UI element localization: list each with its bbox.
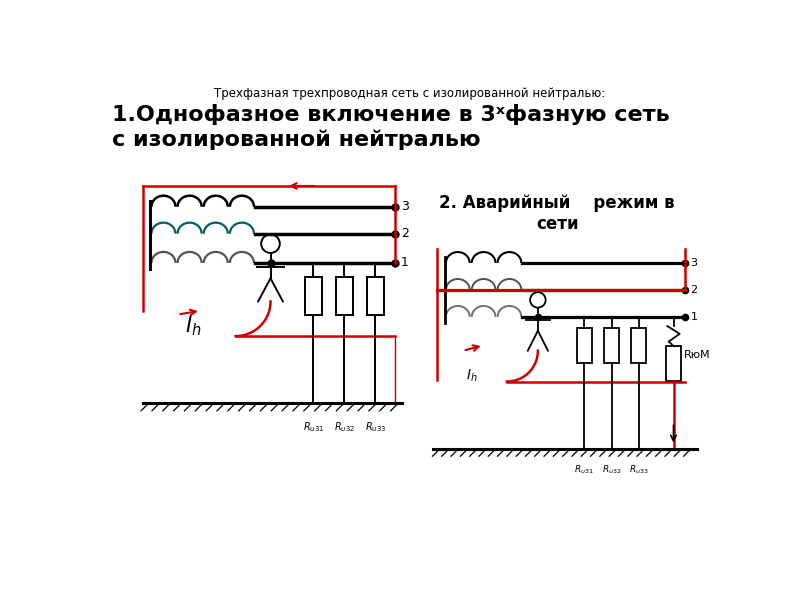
Text: $R_{u32}$: $R_{u32}$ (334, 420, 354, 434)
Text: $R_{u33}$: $R_{u33}$ (365, 420, 386, 434)
Text: 2. Аварийный    режим в: 2. Аварийный режим в (439, 194, 675, 212)
Text: 1: 1 (690, 312, 698, 322)
Text: 1.Однофазное включение в 3ˣфазную сеть: 1.Однофазное включение в 3ˣфазную сеть (112, 104, 670, 125)
Text: 2: 2 (690, 285, 698, 295)
Bar (631, 328, 646, 363)
Text: 1: 1 (401, 256, 409, 269)
Text: $R_{u32}$: $R_{u32}$ (602, 463, 622, 476)
Bar (666, 346, 682, 381)
Text: 3: 3 (401, 200, 409, 213)
Text: $R_{u31}$: $R_{u31}$ (574, 463, 594, 476)
Text: $I_h$: $I_h$ (185, 314, 202, 338)
Text: сети: сети (536, 215, 578, 233)
Text: $I_h$: $I_h$ (466, 368, 478, 385)
Bar (577, 328, 592, 363)
Bar (366, 277, 384, 316)
Text: $R_{u33}$: $R_{u33}$ (629, 463, 649, 476)
Bar (336, 277, 353, 316)
Text: 2: 2 (401, 227, 409, 240)
Text: RюM: RюM (684, 350, 711, 361)
Bar (305, 277, 322, 316)
Text: Трехфазная трехпроводная сеть с изолированной нейтралью:: Трехфазная трехпроводная сеть с изолиров… (214, 87, 606, 100)
Bar (604, 328, 619, 363)
Text: с изолированной нейтралью: с изолированной нейтралью (112, 130, 480, 150)
Text: $R_{u31}$: $R_{u31}$ (302, 420, 324, 434)
Text: 3: 3 (690, 258, 698, 268)
